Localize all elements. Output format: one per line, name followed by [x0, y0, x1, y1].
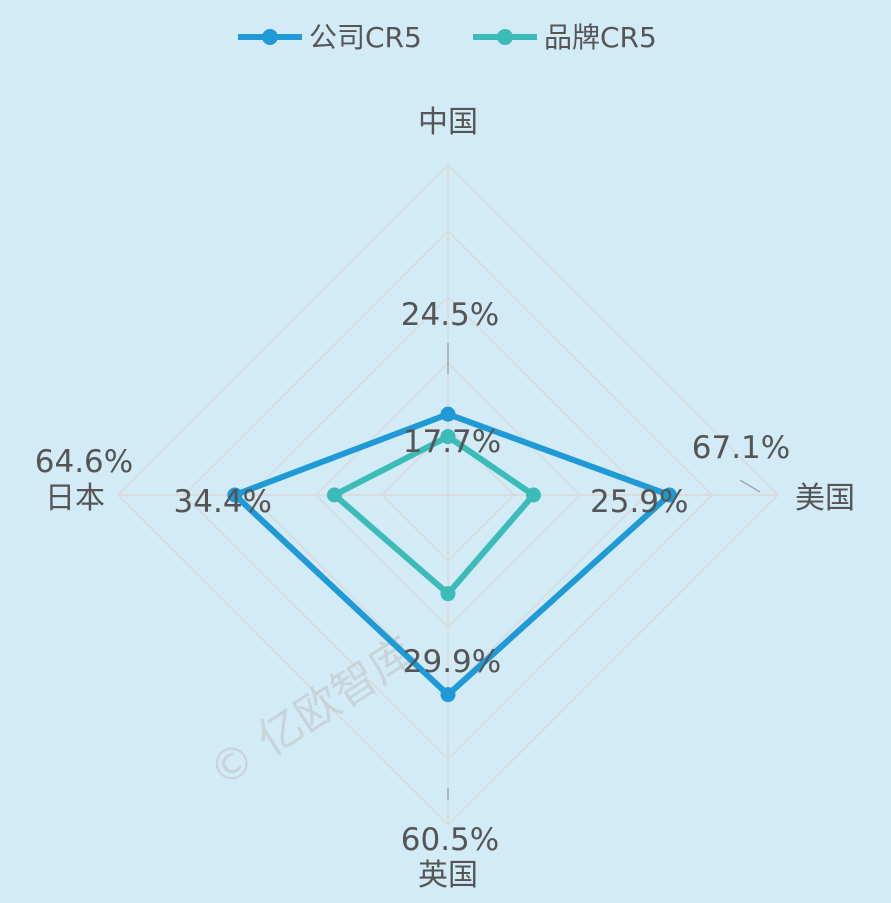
data-label-0-1: 67.1%	[692, 430, 790, 466]
axis-label-1: 美国	[795, 481, 855, 516]
data-label-0-2: 60.5%	[401, 822, 499, 858]
leader-line-1	[739, 479, 761, 493]
data-label-1-1: 25.9%	[590, 484, 688, 520]
legend: 公司CR5 品牌CR5	[238, 21, 657, 54]
watermark: © 亿欧智库	[200, 628, 424, 798]
series-layer	[227, 406, 677, 703]
data-point-0-1	[661, 487, 677, 503]
data-point-1-3	[326, 487, 342, 503]
legend-label-0: 公司CR5	[309, 21, 422, 54]
data-label-0-3: 64.6%	[35, 444, 133, 480]
data-point-0-3	[227, 487, 243, 503]
data-label-1-0: 17.7%	[403, 424, 501, 460]
axis-label-0: 中国	[418, 105, 478, 140]
legend-label-1: 品牌CR5	[544, 21, 657, 54]
axis-label-3: 日本	[45, 481, 105, 516]
data-label-0-0: 24.5%	[401, 297, 499, 333]
data-point-1-2	[440, 586, 456, 602]
data-point-1-1	[525, 487, 541, 503]
legend-marker-1	[497, 29, 513, 45]
legend-marker-0	[262, 29, 278, 45]
data-label-1-3: 34.4%	[174, 484, 272, 520]
data-label-1-2: 29.9%	[403, 644, 501, 680]
series-line-1	[329, 433, 538, 598]
data-point-1-0	[440, 429, 456, 445]
axis-label-2: 英国	[418, 858, 478, 893]
data-point-0-0	[440, 406, 456, 422]
data-point-0-2	[440, 687, 456, 703]
